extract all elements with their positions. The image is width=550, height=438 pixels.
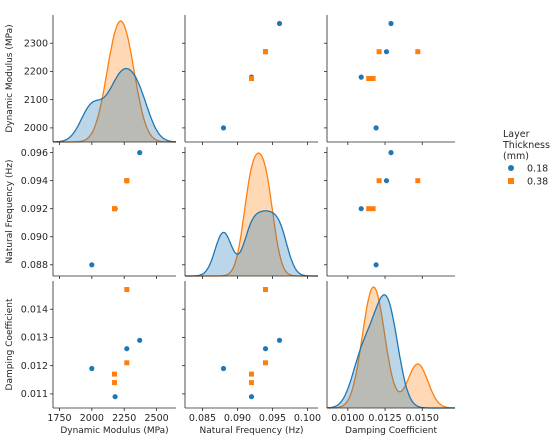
legend-title-line-2: Thickness [502, 140, 550, 151]
kde-fill-0-18 [53, 68, 176, 142]
point-0-38-1 [263, 49, 268, 55]
kde-line-0-18 [53, 67, 176, 143]
point-0-18-2 [220, 125, 227, 131]
legend-marker-0-38 [508, 178, 514, 184]
x-tick-label: 0.0125 [368, 413, 401, 424]
y-tick-label: 0.092 [21, 204, 48, 215]
legend-marker-0-18 [508, 165, 514, 171]
x-tick-label: 0.0100 [331, 413, 364, 424]
point-0-18-0 [388, 20, 394, 27]
x-tick-label: 0.090 [224, 413, 251, 424]
x-tick-label: 0.100 [294, 413, 321, 424]
point-0-18-0 [388, 150, 394, 156]
y-tick-label: 0.096 [21, 148, 48, 159]
x-tick-label: 1750 [47, 413, 71, 424]
point-0-18-2 [89, 365, 95, 372]
y-tick-label: 0.012 [21, 361, 48, 372]
point-0-38-0 [415, 178, 421, 184]
kde-fill-0-18 [327, 294, 455, 408]
kde-fill-0-38 [327, 287, 455, 408]
point-0-18-2 [373, 125, 379, 131]
y-tick-label: 0.088 [21, 260, 48, 271]
point-0-18-1 [124, 346, 130, 352]
y-tick-label: 2000 [24, 123, 48, 134]
point-0-18-3 [112, 394, 118, 400]
x-tick-label: 0.085 [189, 413, 216, 424]
y-tick-label: 2100 [24, 95, 48, 106]
panel-damping-vs-modulus: 0.011 0.012 0.013 0.014 1750 2000 2250 2500 [21, 281, 176, 424]
kde-line-0-18 [185, 210, 318, 277]
y-tick-label: 2300 [24, 39, 48, 50]
legend-title-line-1: Layer [503, 129, 530, 140]
panel-damping-vs-damping: 0.0100 0.0125 0.0150 [326, 281, 455, 424]
point-0-38-1 [376, 178, 382, 184]
point-0-38-3 [370, 76, 376, 81]
y-tick-label: 2200 [24, 67, 48, 78]
point-0-38-0 [263, 287, 268, 292]
y-axis-label-frequency: Natural Frequency (Hz) [5, 160, 15, 264]
x-axis-label-damping: Damping Coefficient [345, 426, 437, 436]
point-0-38-2 [366, 76, 372, 81]
x-axis-label-modulus: Dynamic Modulus (MPa) [60, 426, 168, 436]
point-0-18-3 [358, 74, 364, 80]
axis-label-layer: Dynamic Modulus (MPa) Natural Frequency (… [5, 24, 437, 436]
panel-frequency-vs-damping [324, 147, 455, 279]
panel-modulus-vs-modulus: 2000 2100 2200 2300 [24, 15, 176, 145]
point-0-38-2 [112, 380, 117, 386]
x-tick-label: 2000 [80, 413, 104, 424]
x-tick-label: 0.0150 [406, 413, 439, 424]
point-0-38-2 [249, 380, 254, 386]
point-0-38-3 [249, 76, 254, 81]
point-0-38-0 [124, 287, 130, 292]
legend: Layer Thickness (mm) 0.18 0.38 [502, 129, 550, 188]
point-0-18-3 [358, 206, 364, 212]
point-0-38-3 [112, 371, 117, 377]
panel-modulus-vs-damping [324, 15, 455, 145]
kde-fill-0-38 [185, 153, 318, 276]
y-tick-label: 0.094 [21, 176, 48, 187]
legend-label-0-18: 0.18 [527, 164, 548, 175]
y-tick-label: 0.014 [21, 305, 48, 316]
point-0-38-0 [415, 49, 421, 55]
panel-layer: 2000 2100 2200 2300 0.088 0.090 0.092 0.094 0.09… [21, 15, 455, 424]
point-0-38-1 [263, 360, 268, 366]
y-axis-label-damping: Damping Coefficient [5, 298, 15, 390]
y-tick-label: 0.011 [21, 389, 48, 400]
point-0-18-2 [220, 365, 227, 372]
point-0-38-2 [366, 206, 372, 212]
legend-label-0-38: 0.38 [527, 177, 548, 188]
panel-modulus-vs-frequency [182, 15, 318, 145]
x-tick-label: 2250 [112, 413, 136, 424]
point-0-18-0 [137, 150, 143, 156]
y-tick-label: 0.013 [21, 333, 48, 344]
point-0-38-3 [249, 371, 254, 377]
y-tick-label: 0.090 [21, 232, 48, 243]
panel-damping-vs-frequency: 0.085 0.090 0.095 0.100 [182, 281, 321, 424]
panel-frequency-vs-frequency [182, 147, 318, 279]
point-0-18-1 [262, 346, 269, 352]
point-0-18-2 [89, 262, 95, 268]
x-axis-label-frequency: Natural Frequency (Hz) [200, 426, 304, 436]
x-tick-label: 2500 [144, 413, 168, 424]
point-0-18-0 [137, 337, 143, 343]
x-tick-label: 0.095 [259, 413, 286, 424]
y-axis-label-modulus: Dynamic Modulus (MPa) [5, 24, 15, 132]
point-0-18-0 [276, 337, 283, 343]
point-0-18-3 [248, 394, 255, 400]
panel-frequency-vs-modulus: 0.088 0.090 0.092 0.094 0.096 [21, 147, 176, 279]
point-0-38-3 [112, 206, 117, 212]
point-0-18-0 [276, 20, 283, 27]
kde-line-0-38 [327, 286, 455, 409]
point-0-38-3 [370, 206, 376, 212]
point-0-38-1 [124, 178, 130, 184]
legend-title-line-3: (mm) [503, 151, 529, 162]
point-0-18-1 [383, 178, 390, 184]
kde-fill-0-18 [185, 210, 318, 276]
point-0-38-1 [124, 360, 130, 366]
point-0-18-2 [373, 262, 379, 268]
point-0-38-1 [376, 49, 382, 55]
point-0-18-1 [383, 49, 390, 55]
